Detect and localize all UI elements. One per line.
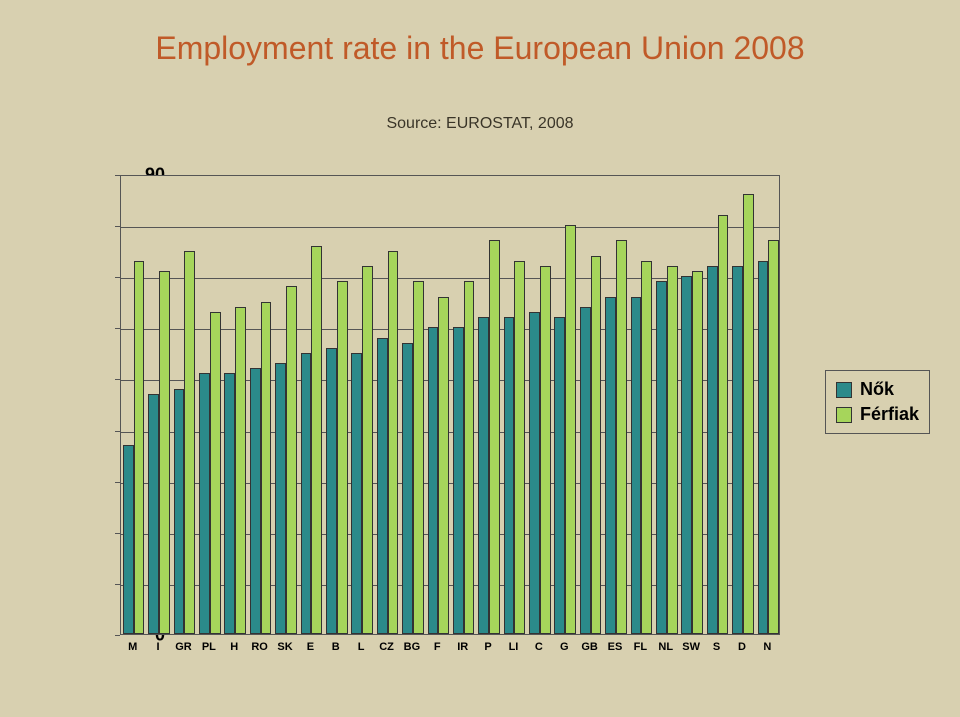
bar-nők bbox=[478, 317, 489, 634]
bar-nők bbox=[681, 276, 692, 634]
x-tick-label: GR bbox=[175, 641, 192, 653]
bar-nők bbox=[758, 261, 769, 634]
x-tick-label: FL bbox=[634, 641, 647, 653]
bar-férfiak bbox=[565, 225, 576, 634]
bar-férfiak bbox=[413, 281, 424, 634]
bar-nők bbox=[529, 312, 540, 634]
x-tick-label: NL bbox=[658, 641, 673, 653]
legend-swatch bbox=[836, 382, 852, 398]
bar-férfiak bbox=[743, 194, 754, 634]
bar-férfiak bbox=[641, 261, 652, 634]
bar-nők bbox=[402, 343, 413, 634]
bar-nők bbox=[631, 297, 642, 634]
bar-nők bbox=[656, 281, 667, 634]
legend-item: Férfiak bbox=[836, 402, 919, 427]
bar-nők bbox=[428, 327, 439, 634]
bar-férfiak bbox=[540, 266, 551, 634]
x-tick-label: E bbox=[307, 641, 314, 653]
x-tick-label: C bbox=[535, 641, 543, 653]
x-tick-label: BG bbox=[404, 641, 421, 653]
bar-férfiak bbox=[337, 281, 348, 634]
y-tick-mark bbox=[115, 635, 120, 636]
x-tick-label: SK bbox=[277, 641, 292, 653]
bar-nők bbox=[326, 348, 337, 634]
bar-férfiak bbox=[134, 261, 145, 634]
bar-férfiak bbox=[210, 312, 221, 634]
source-text: Source: EUROSTAT, 2008 bbox=[0, 115, 960, 133]
bar-férfiak bbox=[591, 256, 602, 634]
employment-chart: 0102030405060708090 MIGRPLHROSKEBLCZBGFI… bbox=[70, 175, 780, 675]
bar-férfiak bbox=[514, 261, 525, 634]
bar-férfiak bbox=[489, 240, 500, 634]
bar-nők bbox=[148, 394, 159, 634]
bar-nők bbox=[351, 353, 362, 634]
legend-label: Nők bbox=[860, 379, 894, 400]
bar-férfiak bbox=[692, 271, 703, 634]
bar-nők bbox=[554, 317, 565, 634]
bar-férfiak bbox=[311, 246, 322, 634]
bar-nők bbox=[377, 338, 388, 634]
x-tick-label: ES bbox=[608, 641, 623, 653]
bar-férfiak bbox=[362, 266, 373, 634]
x-tick-label: H bbox=[230, 641, 238, 653]
x-tick-label: LI bbox=[509, 641, 519, 653]
bar-nők bbox=[123, 445, 134, 634]
x-tick-label: SW bbox=[682, 641, 700, 653]
x-tick-label: P bbox=[484, 641, 491, 653]
bar-férfiak bbox=[184, 251, 195, 634]
bar-nők bbox=[199, 373, 210, 634]
x-tick-label: GB bbox=[581, 641, 598, 653]
legend-label: Férfiak bbox=[860, 404, 919, 425]
x-tick-label: F bbox=[434, 641, 441, 653]
bar-nők bbox=[453, 327, 464, 634]
x-tick-label: I bbox=[157, 641, 160, 653]
x-tick-label: L bbox=[358, 641, 365, 653]
x-tick-label: RO bbox=[251, 641, 268, 653]
x-tick-label: CZ bbox=[379, 641, 394, 653]
bar-férfiak bbox=[438, 297, 449, 634]
page-title: Employment rate in the European Union 20… bbox=[0, 30, 960, 67]
x-tick-label: PL bbox=[202, 641, 216, 653]
legend-item: Nők bbox=[836, 377, 919, 402]
plot-area bbox=[120, 175, 780, 635]
x-tick-label: B bbox=[332, 641, 340, 653]
bar-nők bbox=[174, 389, 185, 634]
bar-férfiak bbox=[261, 302, 272, 634]
bar-nők bbox=[732, 266, 743, 634]
legend: Nők Férfiak bbox=[825, 370, 930, 434]
bar-férfiak bbox=[464, 281, 475, 634]
x-tick-label: D bbox=[738, 641, 746, 653]
bar-férfiak bbox=[286, 286, 297, 634]
bar-férfiak bbox=[718, 215, 729, 634]
bar-nők bbox=[250, 368, 261, 634]
bar-férfiak bbox=[159, 271, 170, 634]
bar-férfiak bbox=[616, 240, 627, 634]
bar-nők bbox=[580, 307, 591, 634]
x-tick-label: N bbox=[763, 641, 771, 653]
bar-férfiak bbox=[235, 307, 246, 634]
bar-nők bbox=[275, 363, 286, 634]
x-tick-label: M bbox=[128, 641, 137, 653]
bar-nők bbox=[707, 266, 718, 634]
x-tick-label: S bbox=[713, 641, 720, 653]
bar-nők bbox=[224, 373, 235, 634]
x-tick-label: G bbox=[560, 641, 569, 653]
legend-swatch bbox=[836, 407, 852, 423]
bar-férfiak bbox=[667, 266, 678, 634]
bar-férfiak bbox=[388, 251, 399, 634]
bar-nők bbox=[301, 353, 312, 634]
x-tick-label: IR bbox=[457, 641, 468, 653]
bar-férfiak bbox=[768, 240, 779, 634]
bar-nők bbox=[504, 317, 515, 634]
bar-nők bbox=[605, 297, 616, 634]
